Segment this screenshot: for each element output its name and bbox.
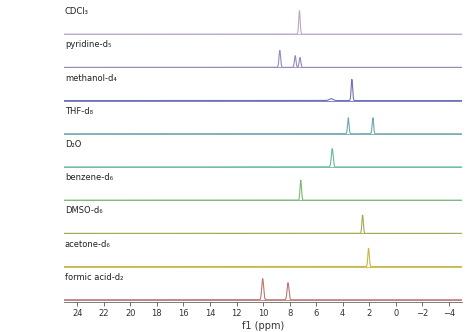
Text: benzene-d₆: benzene-d₆ xyxy=(65,173,113,182)
Text: acetone-d₆: acetone-d₆ xyxy=(65,239,110,249)
Text: methanol-d₄: methanol-d₄ xyxy=(65,73,117,83)
Text: CDCl₃: CDCl₃ xyxy=(65,7,89,16)
Text: pyridine-d₅: pyridine-d₅ xyxy=(65,40,111,49)
Text: DMSO-d₆: DMSO-d₆ xyxy=(65,206,102,215)
Text: formic acid-d₂: formic acid-d₂ xyxy=(65,273,123,282)
X-axis label: f1 (ppm): f1 (ppm) xyxy=(242,321,284,331)
Text: THF-d₈: THF-d₈ xyxy=(65,107,93,116)
Text: D₂O: D₂O xyxy=(65,140,81,149)
